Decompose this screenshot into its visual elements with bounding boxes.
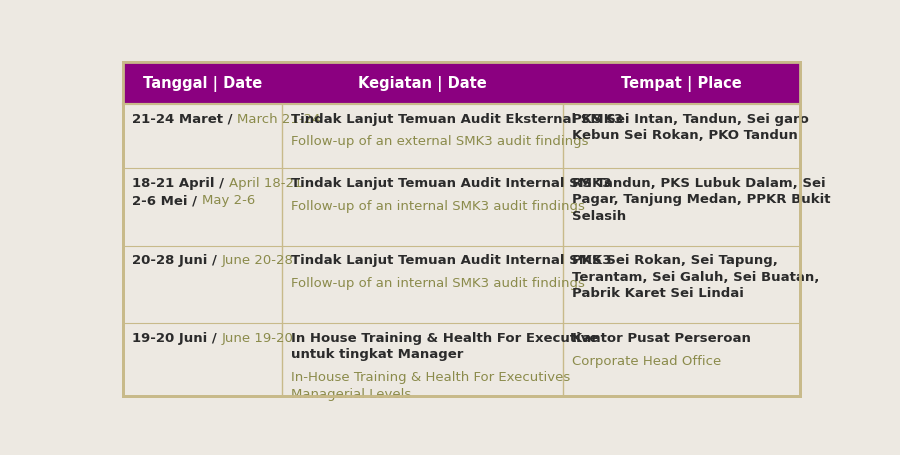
Text: In-House Training & Health For Executives: In-House Training & Health For Executive…	[291, 370, 571, 383]
Text: Follow-up of an internal SMK3 audit findings: Follow-up of an internal SMK3 audit find…	[291, 199, 585, 212]
Text: Tempat | Place: Tempat | Place	[621, 76, 742, 92]
Text: 19-20 Juni /: 19-20 Juni /	[132, 331, 221, 344]
Text: Selasih: Selasih	[572, 209, 626, 222]
Text: Kebun Sei Rokan, PKO Tandun: Kebun Sei Rokan, PKO Tandun	[572, 129, 797, 142]
Text: Tindak Lanjut Temuan Audit Internal SMK3: Tindak Lanjut Temuan Audit Internal SMK3	[291, 177, 611, 189]
Text: PKS Sei Intan, Tandun, Sei garo: PKS Sei Intan, Tandun, Sei garo	[572, 112, 809, 126]
Text: June 20-28: June 20-28	[221, 254, 293, 267]
Text: March 21-24: March 21-24	[238, 112, 320, 126]
Text: Tanggal | Date: Tanggal | Date	[143, 76, 262, 92]
Text: May 2-6: May 2-6	[202, 194, 255, 207]
Text: Pabrik Karet Sei Lindai: Pabrik Karet Sei Lindai	[572, 287, 743, 300]
Text: Follow-up of an internal SMK3 audit findings: Follow-up of an internal SMK3 audit find…	[291, 277, 585, 289]
Text: Kegiatan | Date: Kegiatan | Date	[358, 76, 487, 92]
Text: In House Training & Health For Executive: In House Training & Health For Executive	[291, 331, 598, 344]
Text: June 19-20: June 19-20	[221, 331, 293, 344]
Text: 20-28 Juni /: 20-28 Juni /	[132, 254, 221, 267]
Text: 18-21 April /: 18-21 April /	[132, 177, 229, 189]
Text: 21-24 Maret /: 21-24 Maret /	[132, 112, 238, 126]
Text: Corporate Head Office: Corporate Head Office	[572, 354, 721, 367]
Text: untuk tingkat Manager: untuk tingkat Manager	[291, 348, 464, 360]
Text: Managerial Levels: Managerial Levels	[291, 387, 411, 399]
Text: 2-6 Mei /: 2-6 Mei /	[132, 194, 202, 207]
Text: RS Tandun, PKS Lubuk Dalam, Sei: RS Tandun, PKS Lubuk Dalam, Sei	[572, 177, 825, 189]
Text: Tindak Lanjut Temuan Audit Internal SMK3: Tindak Lanjut Temuan Audit Internal SMK3	[291, 254, 611, 267]
Text: April 18-21: April 18-21	[229, 177, 302, 189]
Text: Follow-up of an external SMK3 audit findings: Follow-up of an external SMK3 audit find…	[291, 135, 589, 148]
Text: Tindak Lanjut Temuan Audit Eksternal SMK3: Tindak Lanjut Temuan Audit Eksternal SMK…	[291, 112, 623, 126]
Bar	[123, 63, 799, 105]
Text: PKS Sei Rokan, Sei Tapung,: PKS Sei Rokan, Sei Tapung,	[572, 254, 778, 267]
Text: Kantor Pusat Perseroan: Kantor Pusat Perseroan	[572, 331, 751, 344]
Text: Terantam, Sei Galuh, Sei Buatan,: Terantam, Sei Galuh, Sei Buatan,	[572, 270, 819, 283]
Text: Pagar, Tanjung Medan, PPKR Bukit: Pagar, Tanjung Medan, PPKR Bukit	[572, 193, 831, 206]
